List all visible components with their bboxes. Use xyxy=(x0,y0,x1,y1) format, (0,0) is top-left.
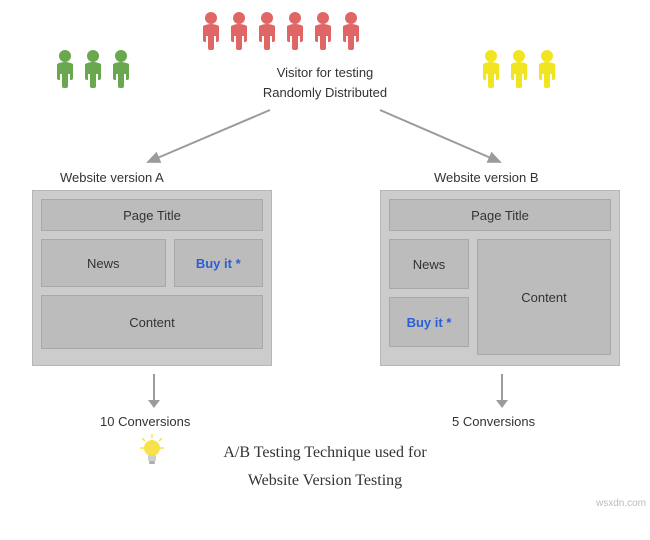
content-block: Content xyxy=(477,239,611,355)
news-block: News xyxy=(389,239,469,289)
content-block: Content xyxy=(41,295,263,349)
version-b-label: Website version B xyxy=(434,170,539,185)
result-arrow-b xyxy=(492,372,512,412)
result-arrow-a xyxy=(144,372,164,412)
page-title-block: Page Title xyxy=(41,199,263,231)
caption-line1: A/B Testing Technique used for xyxy=(0,444,650,462)
conversions-b: 5 Conversions xyxy=(452,414,535,429)
buy-button-block: Buy it * xyxy=(174,239,264,287)
news-block: News xyxy=(41,239,166,287)
buy-button-block: Buy it * xyxy=(389,297,469,347)
caption-line2: Website Version Testing xyxy=(0,472,650,490)
page-title-block: Page Title xyxy=(389,199,611,231)
conversions-a: 10 Conversions xyxy=(100,414,190,429)
watermark: wsxdn.com xyxy=(596,498,646,509)
website-mockup-b: Page Title News Buy it * Content xyxy=(380,190,620,366)
distribution-arrows xyxy=(0,96,650,176)
version-a-label: Website version A xyxy=(60,170,164,185)
visitor-group-all xyxy=(198,10,364,50)
website-mockup-a: Page Title News Buy it * Content xyxy=(32,190,272,366)
visitor-label-line1: Visitor for testing xyxy=(0,65,650,80)
